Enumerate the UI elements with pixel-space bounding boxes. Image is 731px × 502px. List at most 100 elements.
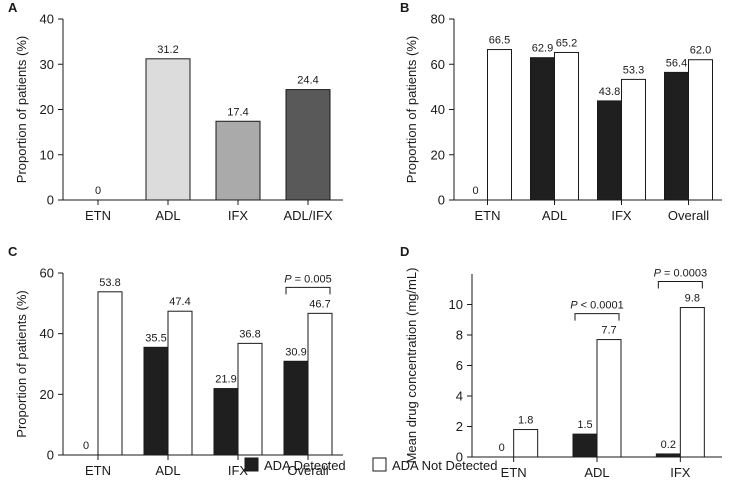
legend: ADA Detected ADA Not Detected (244, 457, 498, 473)
data-label-etn-ada-detected: 0 (472, 185, 478, 197)
data-label-overall-ada-not-detected: 62.0 (690, 45, 711, 57)
y-tick-label: 6 (456, 358, 463, 373)
p-value-label: P = 0.005 (284, 273, 331, 285)
x-tick-label-overall: Overall (668, 208, 709, 223)
panel-letter: B (400, 0, 409, 15)
data-label-etn-ada-not-detected: 66.5 (489, 35, 510, 47)
legend-swatch-ada-not-detected (372, 457, 387, 472)
data-label-overall-ada-detected: 56.4 (666, 57, 687, 69)
y-tick-label: 8 (456, 328, 463, 343)
legend-label-ada-not-detected: ADA Not Detected (392, 458, 498, 473)
x-tick-label-adl-ifx: ADL/IFX (283, 208, 332, 223)
data-label-adl: 31.2 (157, 44, 178, 56)
x-tick-label-etn: ETN (85, 208, 111, 223)
x-tick-label-adl: ADL (542, 208, 567, 223)
data-label-ifx: 17.4 (227, 106, 248, 118)
x-tick-label-adl: ADL (155, 463, 180, 478)
data-label-adl-ifx: 24.4 (297, 75, 318, 87)
y-tick-label: 60 (40, 266, 54, 281)
data-label-overall-ada-detected: 30.9 (285, 346, 306, 358)
data-label-adl-ada-detected: 62.9 (532, 43, 553, 55)
data-label-etn-ada-not-detected: 53.8 (99, 277, 120, 289)
x-tick-label-overall: Overall (287, 463, 328, 478)
panel-a: A Proportion of patients (%) 0 10 20 30 40 ETN 0… (8, 0, 343, 223)
y-tick-label: 20 (40, 387, 54, 402)
bar-ifx-ada-not-detected (621, 78, 646, 201)
p-value-label: P < 0.0001 (570, 300, 624, 312)
x-tick-label-ifx: IFX (670, 465, 691, 480)
y-tick-label: 10 (40, 147, 54, 162)
bar-etn-ada-not-detected (487, 49, 512, 201)
y-tick-label: 40 (431, 102, 445, 117)
bar-overall-ada-not-detected (307, 312, 333, 456)
bar-adl-ada-detected (143, 346, 169, 456)
y-tick-label: 80 (431, 12, 445, 27)
bar-adl-ada-not-detected (596, 339, 622, 458)
data-label-ifx-ada-detected: 43.8 (599, 86, 620, 98)
x-tick-label-adl: ADL (155, 208, 180, 223)
significance-bracket (574, 313, 620, 321)
bar-adl-ada-not-detected (554, 51, 579, 201)
panel-d: D Mean drug concentration (mg/mL) 0 2 4 6 8 10 E… (400, 244, 722, 480)
legend-swatch-ada-detected (244, 457, 259, 472)
data-label-adl-ada-detected: 35.5 (145, 332, 166, 344)
data-label-etn: 0 (95, 185, 101, 197)
data-label-etn-ada-not-detected: 1.8 (518, 415, 533, 427)
data-label-overall-ada-not-detected: 46.7 (309, 298, 330, 310)
significance-bracket (285, 286, 331, 295)
bar-etn-ada-not-detected (513, 429, 539, 458)
panel-letter: C (8, 244, 18, 259)
bar-adl-ada-detected (572, 433, 598, 458)
data-label-ifx-ada-not-detected: 53.3 (623, 64, 644, 76)
panel-b: B Proportion of patients (%) 0 20 40 60 80 ETN 0… (400, 0, 722, 223)
bar-adl (145, 58, 191, 201)
x-tick-label-etn: ETN (85, 463, 111, 478)
y-tick-label: 20 (40, 102, 54, 117)
significance-bracket (657, 281, 703, 289)
bar-overall-ada-detected (664, 71, 689, 201)
y-tick-label: 0 (47, 448, 54, 463)
data-label-adl-ada-not-detected: 65.2 (556, 37, 577, 49)
bar-ifx-ada-detected (213, 388, 239, 456)
data-label-ifx-ada-detected: 0.2 (661, 439, 676, 451)
y-tick-label: 2 (456, 419, 463, 434)
x-tick-label-ifx: IFX (611, 208, 632, 223)
y-tick-label: 20 (431, 147, 445, 162)
data-label-adl-ada-not-detected: 7.7 (601, 325, 616, 337)
x-tick-label-ifx: IFX (228, 208, 249, 223)
data-label-ifx-ada-not-detected: 9.8 (685, 293, 700, 305)
y-tick-label: 0 (456, 450, 463, 465)
bar-ifx-ada-detected (597, 100, 622, 201)
data-label-etn-ada-detected: 0 (499, 442, 505, 454)
x-tick-label-adl: ADL (584, 465, 609, 480)
bar-adl-ada-not-detected (167, 310, 193, 456)
y-tick-label: 30 (40, 57, 54, 72)
data-label-ifx-ada-not-detected: 36.8 (239, 328, 260, 340)
data-label-etn-ada-detected: 0 (83, 440, 89, 452)
bar-adl-ada-detected (530, 57, 555, 201)
y-axis-title: Proportion of patients (%) (404, 36, 419, 183)
p-value-label: P = 0.0003 (654, 268, 708, 280)
bar-overall-ada-detected (283, 360, 309, 456)
y-axis-title: Proportion of patients (%) (14, 36, 29, 183)
data-label-adl-ada-detected: 1.5 (577, 419, 592, 431)
y-axis-title: Proportion of patients (%) (14, 290, 29, 437)
legend-label-ada-detected: ADA Detected (264, 458, 346, 473)
y-tick-label: 10 (449, 297, 463, 312)
panel-letter: A (8, 0, 18, 15)
bar-overall-ada-not-detected (688, 59, 713, 201)
y-tick-label: 0 (47, 193, 54, 208)
bar-ifx-ada-detected (655, 453, 681, 458)
panel-letter: D (400, 244, 409, 259)
bar-ifx-ada-not-detected (679, 307, 705, 458)
y-tick-label: 60 (431, 57, 445, 72)
x-tick-label-etn: ETN (475, 208, 501, 223)
y-tick-label: 0 (438, 193, 445, 208)
bar-etn-ada-not-detected (97, 291, 123, 456)
bar-ifx (215, 120, 261, 201)
data-label-adl-ada-not-detected: 47.4 (169, 296, 190, 308)
y-tick-label: 40 (40, 326, 54, 341)
x-tick-label-etn: ETN (501, 465, 527, 480)
